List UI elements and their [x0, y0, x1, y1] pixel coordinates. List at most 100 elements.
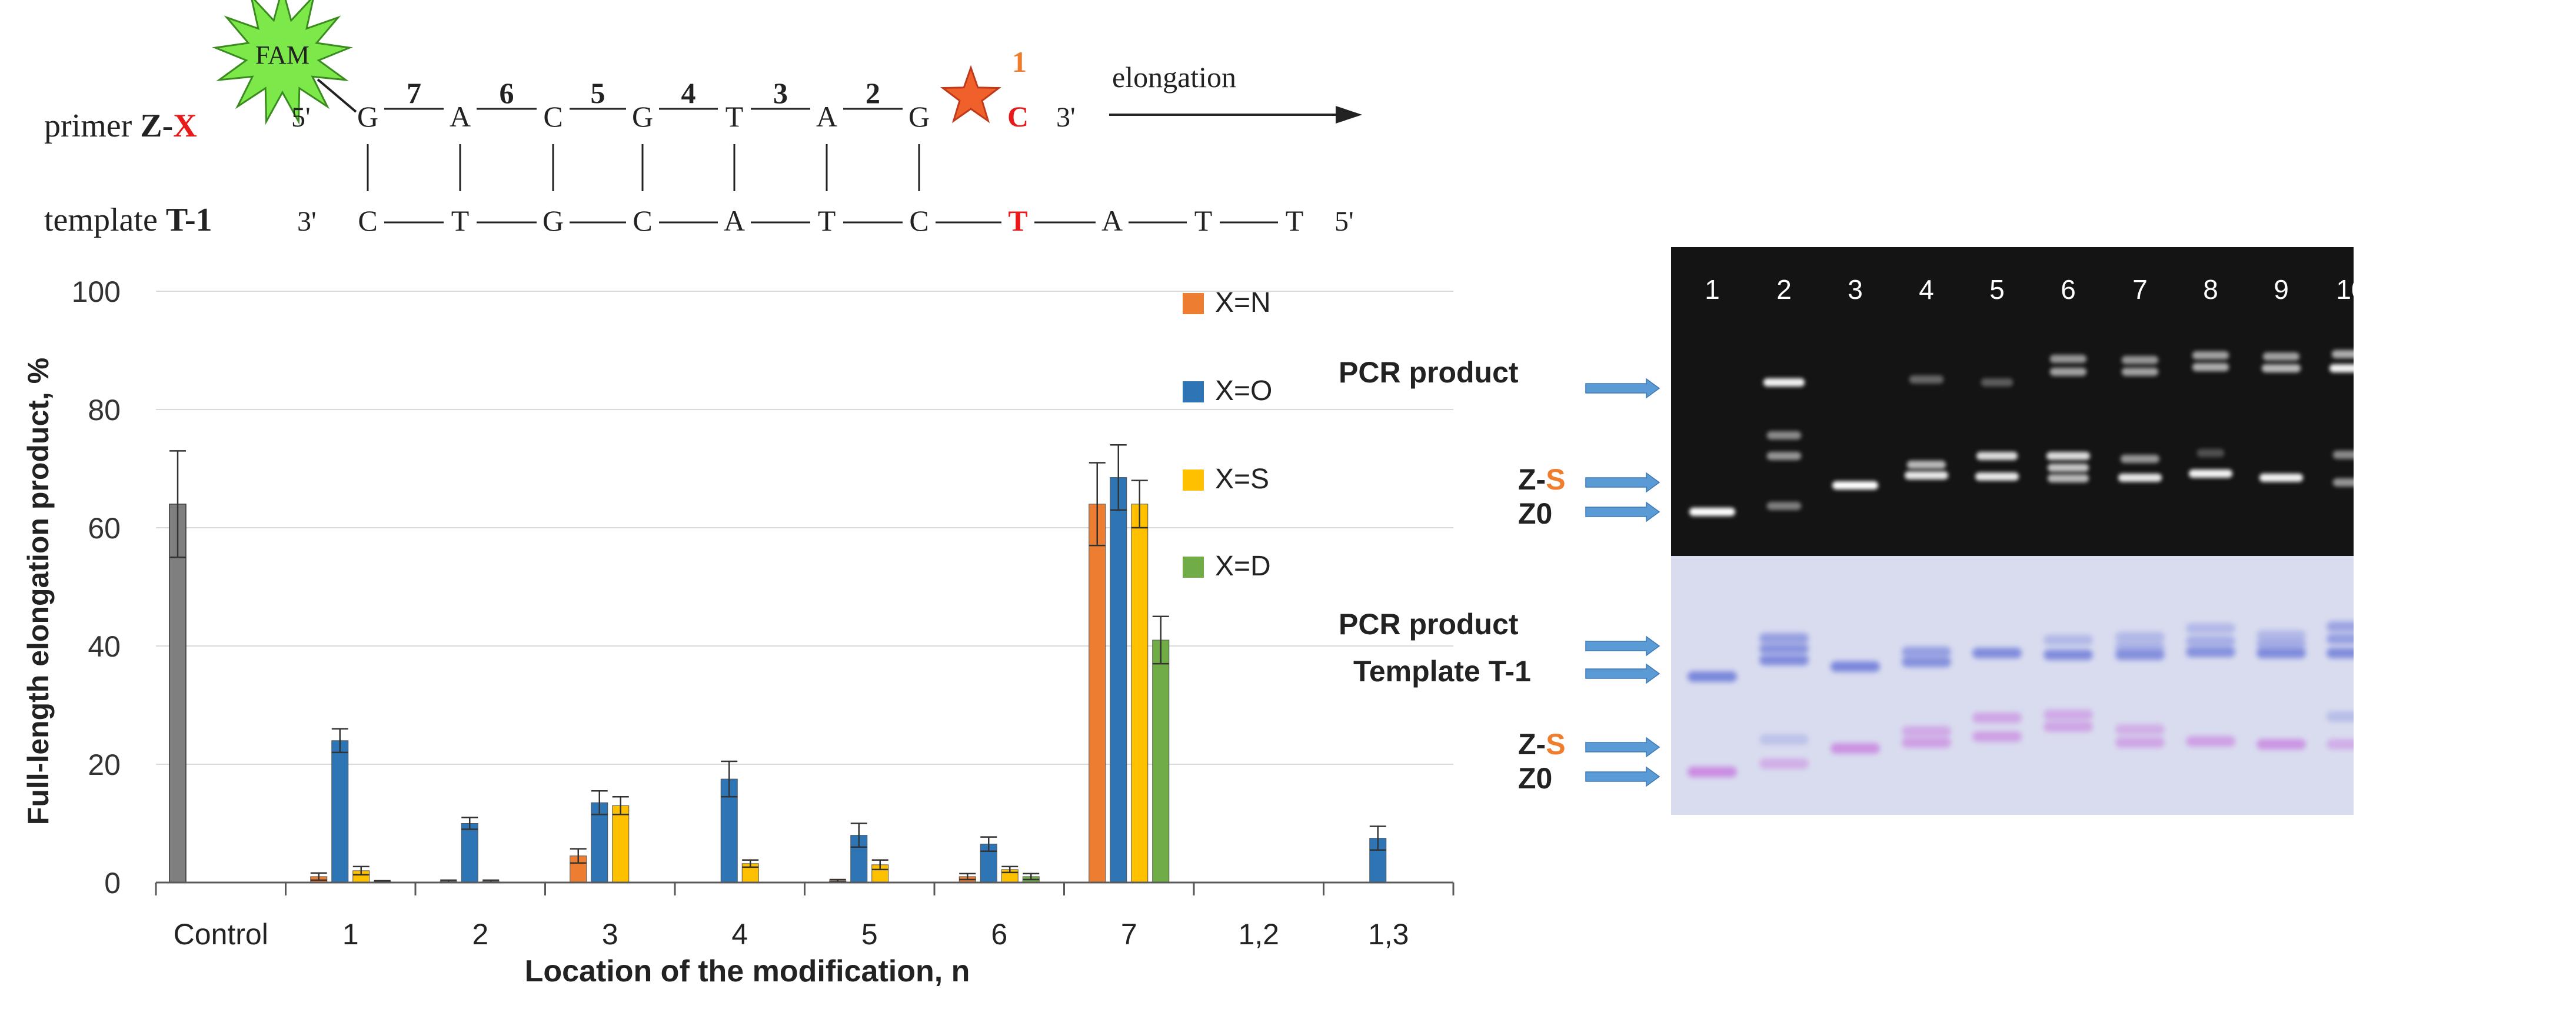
gel-label-zs: Z-S [1518, 728, 1566, 761]
bar-x-s [1131, 504, 1149, 883]
primer-numbers: 7 6 5 4 3 2 [407, 76, 880, 109]
gel-band [2192, 351, 2229, 359]
gel-band [1902, 726, 1951, 737]
x-tick-label: 4 [731, 918, 748, 951]
x-tick-label: 1 [342, 918, 359, 951]
gel-band [2257, 639, 2306, 650]
gel-band [1906, 461, 1946, 469]
gel-band [1832, 481, 1878, 489]
gel-band [1902, 647, 1951, 657]
lane-number: 1 [1705, 274, 1720, 305]
primer-position-number: 4 [681, 76, 696, 109]
gel-band [1759, 644, 1809, 654]
gel-a-bands [1689, 350, 2354, 516]
gel-band [2186, 736, 2235, 747]
gel-band [2327, 711, 2354, 722]
x-tick-label: 2 [472, 918, 488, 951]
bar-x-s [612, 805, 630, 883]
gel-band [1763, 378, 1805, 387]
lane-numbers: 12345678910111213 [1705, 274, 2354, 305]
lane-number: 5 [1989, 274, 2005, 305]
legend-label: X=D [1215, 551, 1271, 582]
gel-band [2186, 623, 2235, 634]
gel-band [2115, 737, 2165, 748]
template-base: T [1194, 204, 1213, 237]
x-tick-label: 6 [991, 918, 1007, 951]
template-base: T [818, 204, 836, 237]
legend-label: X=O [1215, 375, 1272, 407]
gel-band [1909, 375, 1944, 384]
gel-band [2327, 739, 2354, 750]
gel-label-z0: Z0 [1518, 762, 1552, 795]
legend-label: X=S [1215, 464, 1269, 495]
gel-band [2192, 363, 2229, 371]
fam-label: FAM [255, 41, 309, 69]
gel-band [2047, 474, 2089, 482]
gel-band [2257, 630, 2306, 641]
primer-base: A [450, 100, 471, 133]
gel-band [2121, 368, 2159, 376]
primer-base: G [357, 100, 378, 133]
lane-number: 10 [2336, 274, 2354, 305]
fam-star-icon [212, 0, 353, 125]
gel-band [2186, 647, 2235, 657]
y-tick-labels: 0 20 40 60 80 100 [72, 275, 121, 900]
gel-band [2261, 364, 2301, 372]
gel-band [2188, 469, 2233, 478]
gel-band [2327, 634, 2354, 644]
gel-band [2257, 648, 2306, 658]
chart-error-bars [169, 444, 1386, 884]
elongation-arrow-head [1336, 106, 1362, 124]
gel-band [2262, 352, 2300, 361]
dna-scheme: FAM primer Z-X 5' G A C G T A G C 7 6 5 4 3 2 1 3' e… [44, 0, 1362, 238]
template-base: C [358, 204, 377, 237]
gel-label-zs: Z-S [1518, 463, 1566, 496]
lane-number: 2 [1776, 274, 1792, 305]
y-axis-label: Full-length elongation product, % [22, 358, 55, 825]
lane-number: 4 [1919, 274, 1934, 305]
gel-b-bands [1688, 621, 2354, 777]
modification-star-icon [940, 65, 1001, 124]
gel-band [2115, 650, 2165, 660]
template-base: A [724, 204, 745, 237]
lane-number: 9 [2274, 274, 2289, 305]
template-label: template T-1 [44, 202, 212, 238]
gel-band [1904, 471, 1949, 479]
gel-band [2196, 449, 2225, 457]
pointer-arrow-icon [1585, 472, 1660, 493]
legend-label: X=N [1215, 287, 1271, 318]
lane-number: 8 [2203, 274, 2218, 305]
gel-band [2331, 350, 2354, 358]
y-tick-label: 40 [88, 630, 121, 663]
base-pair-lines [367, 144, 920, 191]
primer-position-number: 7 [407, 76, 421, 109]
gel-band [2044, 650, 2093, 660]
x-tick-label: 3 [602, 918, 618, 951]
bar-x-o [331, 740, 349, 883]
gel-band [2118, 474, 2162, 482]
gel-band [1975, 472, 2019, 481]
bar-x-o [461, 823, 478, 883]
gel-band [2044, 721, 2093, 732]
chart-bars [169, 477, 1387, 883]
primer-five-prime: 5' [291, 102, 311, 133]
gel-band [2047, 464, 2089, 472]
gel-band [2121, 356, 2159, 364]
gel-band [1766, 502, 1802, 510]
gel-band [2049, 368, 2087, 376]
gel-band [2049, 355, 2087, 363]
bar-x-s [871, 864, 889, 883]
x-tick-label: Control [174, 918, 268, 951]
gel-band [2044, 710, 2093, 720]
gel-band [1976, 452, 2018, 460]
legend-swatch [1183, 557, 1204, 578]
primer-three-prime: 3' [1056, 102, 1076, 133]
x-axis-label: Location of the modification, n [525, 954, 970, 988]
gel-band [1759, 655, 1809, 665]
gel-band [1759, 633, 1809, 644]
template-base: C [633, 204, 652, 237]
template-base: G [543, 204, 564, 237]
gel-band [1972, 712, 2022, 723]
